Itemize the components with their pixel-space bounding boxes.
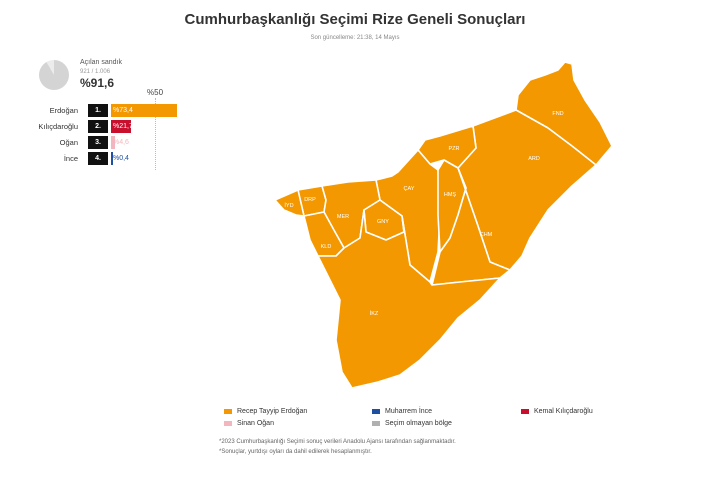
district-label: İKZ [370,310,379,317]
candidate-rank: 3. [88,136,108,149]
candidate-rank: 1. [88,104,108,117]
legend-item: Muharrem İnce [372,407,432,417]
legend-item: Sinan Oğan [224,419,274,429]
district-label: DRP [304,197,316,203]
legend-item: Recep Tayyip Erdoğan [224,407,307,417]
candidate-name: Erdoğan [49,106,78,115]
candidate-rank: 4. [88,152,108,165]
district-label: İYD [284,202,293,209]
district-label: ÇAY [404,186,415,192]
opened-ballot-count: 921 / 1.006 [80,69,111,75]
opened-ballot-label: Açılan sandık [80,59,123,66]
legend-label: Muharrem İnce [385,408,433,415]
legend-swatch [372,420,380,426]
district-label: KLD [321,244,332,250]
footnote-abroad: *Sonuçlar, yurtdışı oyları da dahil edil… [219,449,372,455]
candidate-percent: %73,4 [113,107,133,114]
legend-swatch [521,408,529,414]
legend-swatch [224,408,232,414]
district-label: FND [552,111,563,117]
footnote-source: *2023 Cumhurbaşkanlığı Seçimi sonuç veri… [219,439,456,445]
district-label: PZR [449,146,460,152]
candidate-name: İnce [63,154,78,163]
district-iyd[interactable] [274,189,305,217]
district-label: GNY [377,219,389,225]
candidate-name: Kılıçdaroğlu [38,122,78,131]
threshold-label: %50 [147,88,164,97]
candidate-bar [111,120,131,133]
district-label: HMŞ [444,192,457,198]
district-label: MER [337,214,349,220]
candidate-bar [111,152,113,165]
legend-item: Seçim olmayan bölge [372,419,452,429]
candidate-name: Oğan [59,138,78,147]
page-title: Cumhurbaşkanlığı Seçimi Rize Geneli Sonu… [184,11,526,28]
legend-label: Seçim olmayan bölge [385,420,452,427]
ballot-box-pie [39,60,69,90]
district-label: ARD [528,156,540,162]
candidate-rank: 2. [88,120,108,133]
legend-swatch [224,420,232,426]
candidate-percent: %4,6 [113,139,129,146]
candidate-bar [111,104,178,117]
legend-label: Kemal Kılıçdaroğlu [534,408,593,415]
candidate-bar [111,136,116,149]
threshold-line [155,98,156,170]
opened-ballot-percent: %91,6 [80,76,115,90]
district-label: ÇHM [480,232,493,238]
candidate-percent: %0,4 [113,155,129,162]
legend-item: Kemal Kılıçdaroğlu [521,407,593,417]
district-ikz[interactable] [317,209,501,389]
legend-label: Sinan Oğan [237,420,274,427]
legend-label: Recep Tayyip Erdoğan [237,408,308,415]
last-updated: Son güncelleme: 21:38, 14 Mayıs [310,35,400,41]
legend-swatch [372,408,380,414]
candidate-percent: %21,7 [113,123,133,130]
